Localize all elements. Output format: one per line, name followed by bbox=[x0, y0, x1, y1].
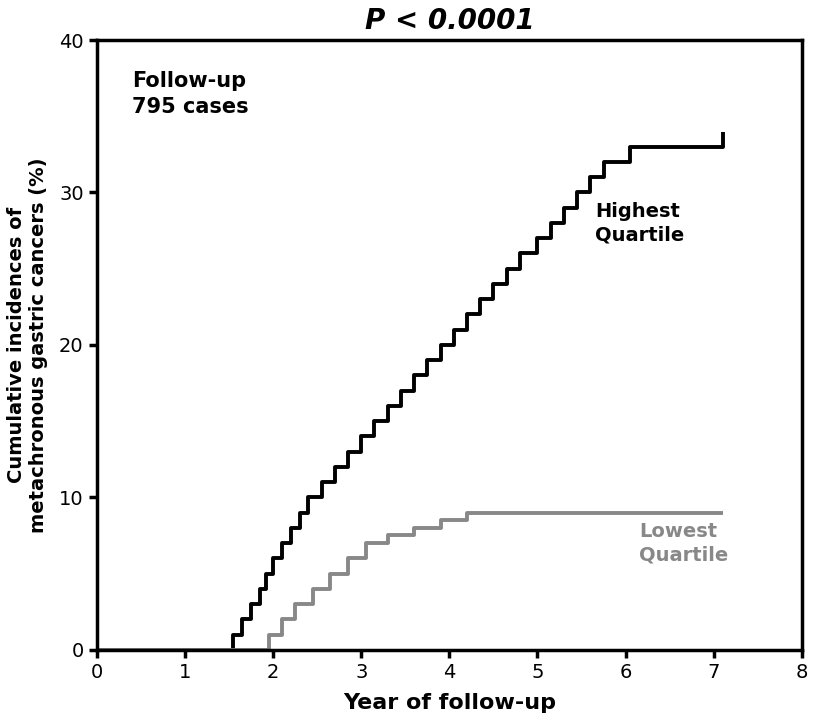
Text: Lowest
Quartile: Lowest Quartile bbox=[639, 522, 728, 564]
Text: Follow-up
795 cases: Follow-up 795 cases bbox=[132, 71, 249, 117]
Title: P < 0.0001: P < 0.0001 bbox=[364, 7, 534, 35]
Text: Highest
Quartile: Highest Quartile bbox=[595, 202, 684, 244]
Y-axis label: Cumulative incidences of
metachronous gastric cancers (%): Cumulative incidences of metachronous ga… bbox=[7, 157, 48, 533]
X-axis label: Year of follow-up: Year of follow-up bbox=[343, 693, 556, 713]
